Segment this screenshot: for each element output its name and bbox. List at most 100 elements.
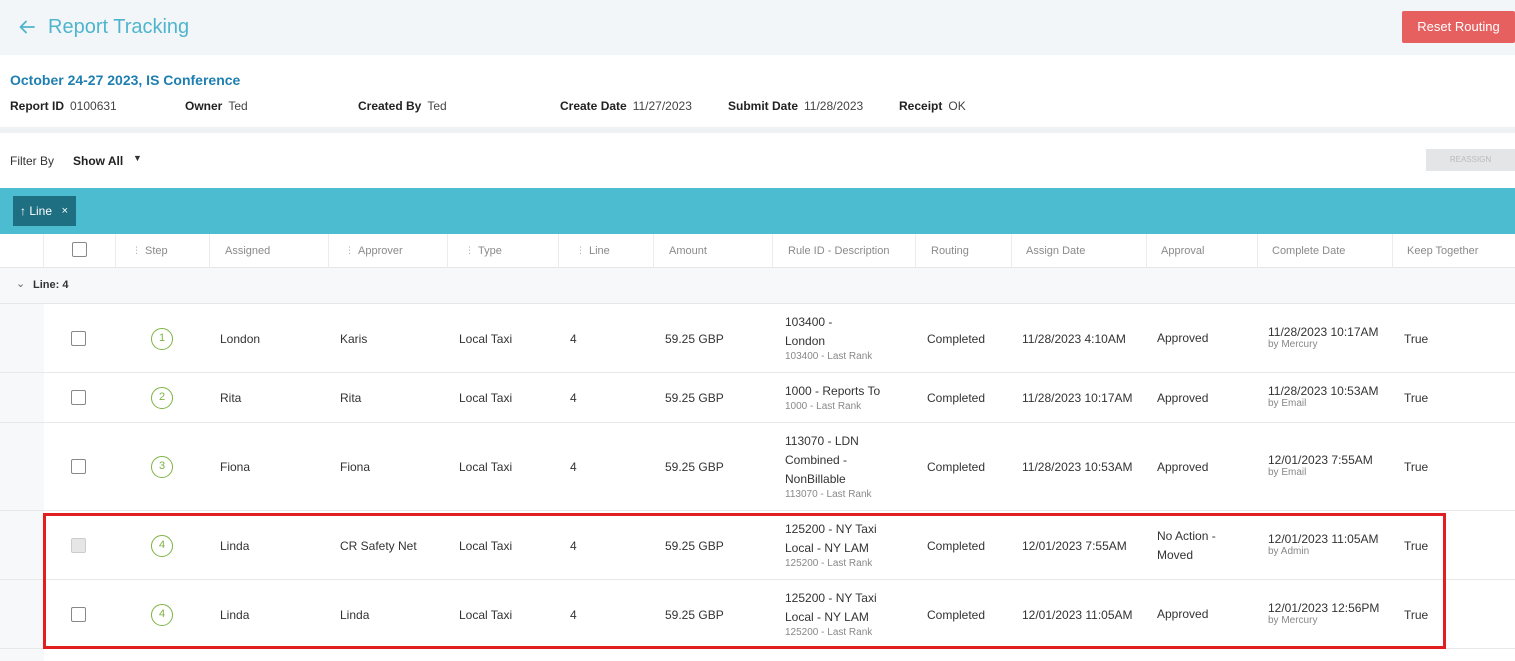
- type-cell: Local Taxi: [459, 538, 513, 553]
- rule-description: NonBillable: [785, 471, 846, 486]
- approval-text: Approved: [1157, 390, 1209, 405]
- assign-date-cell: 12/01/2023 7:55AM: [1022, 538, 1127, 553]
- approver-cell: Karis: [340, 331, 368, 346]
- complete-date: 11/28/2023 10:53AM: [1268, 384, 1379, 398]
- complete-by: by Admin: [1268, 545, 1310, 557]
- table-row[interactable]: 4 Linda Linda Local Taxi 4 59.25 GBP Completed…: [0, 580, 1515, 649]
- complete-by: by Mercury: [1268, 338, 1318, 350]
- top-bar: Report Tracking Reset Routing: [0, 0, 1515, 55]
- amount-cell: 59.25 GBP: [665, 538, 724, 553]
- line-cell: 4: [570, 331, 577, 346]
- approval-text: No Action -: [1157, 528, 1216, 543]
- column-approver[interactable]: Approver: [358, 245, 403, 257]
- complete-by: by Email: [1268, 467, 1307, 478]
- column-line[interactable]: Line: [589, 245, 610, 257]
- keep-together-cell: True: [1404, 460, 1429, 474]
- column-approval[interactable]: Approval: [1161, 245, 1205, 257]
- rule-description: Local - NY LAM: [785, 540, 869, 555]
- table-row[interactable]: 1 London Karis Local Taxi 4 59.25 GBP Complete…: [0, 304, 1515, 373]
- rule-description: London: [785, 333, 826, 348]
- column-keep-together[interactable]: Keep Together: [1407, 245, 1479, 257]
- rule-sub: 1000 - Last Rank: [785, 400, 862, 412]
- complete-date: 12/01/2023 12:56PM: [1268, 600, 1380, 615]
- table-header: ⋮ Step Assigned ⋮ Approver ⋮ Type ⋮ Line…: [0, 234, 1515, 268]
- approval-text: Moved: [1157, 547, 1194, 562]
- column-menu-icon[interactable]: ⋮: [465, 245, 474, 255]
- complete-date-cell: 11/28/2023 10:53AM by Email: [1268, 384, 1379, 409]
- column-rule-id[interactable]: Rule ID - Description: [788, 245, 890, 257]
- rule-description: 1000 - Reports To: [785, 383, 881, 398]
- type-cell: Local Taxi: [459, 391, 513, 405]
- rule-sub: 125200 - Last Rank: [785, 557, 873, 569]
- step-badge: 3: [151, 456, 173, 478]
- rule-sub: 125200 - Last Rank: [785, 626, 873, 638]
- rule-id-cell: 113070 - LDN Combined - NonBillable 113070 …: [785, 432, 872, 500]
- assigned-cell: Linda: [220, 607, 250, 622]
- assign-date-cell: 12/01/2023 11:05AM: [1022, 607, 1133, 622]
- routing-cell: Completed: [927, 460, 986, 474]
- row-gutter: [0, 304, 44, 661]
- rule-id-cell: 1000 - Reports To 1000 - Last Rank: [785, 382, 880, 412]
- approval-cell: Approved: [1157, 329, 1208, 348]
- filter-label: Filter By: [10, 154, 55, 168]
- line-cell: 4: [570, 607, 577, 622]
- row-checkbox[interactable]: [71, 459, 86, 474]
- row-checkbox[interactable]: [71, 606, 86, 622]
- row-checkbox[interactable]: [71, 330, 86, 346]
- column-step[interactable]: Step: [145, 245, 168, 257]
- group-chip-line[interactable]: ↑ Line ×: [13, 196, 76, 226]
- column-menu-icon[interactable]: ⋮: [345, 245, 354, 255]
- keep-together-cell: True: [1404, 391, 1429, 405]
- arrow-left-icon[interactable]: [17, 17, 37, 37]
- amount-cell: 59.25 GBP: [665, 460, 724, 474]
- complete-date: 12/01/2023 11:05AM: [1268, 531, 1379, 546]
- select-all-checkbox[interactable]: [72, 242, 87, 257]
- assigned-cell: Linda: [220, 538, 250, 553]
- column-routing[interactable]: Routing: [931, 245, 969, 257]
- approver-cell: Linda: [340, 607, 370, 622]
- column-menu-icon[interactable]: ⋮: [132, 245, 141, 255]
- line-cell: 4: [570, 460, 577, 474]
- assigned-cell: London: [220, 331, 261, 346]
- table-row[interactable]: 4 Linda CR Safety Net Local Taxi 4 59.25 GBP C…: [0, 511, 1515, 580]
- filter-dropdown[interactable]: Show All: [73, 154, 124, 168]
- approval-cell: No Action - Moved: [1157, 527, 1216, 565]
- reassign-button[interactable]: REASSIGN: [1426, 149, 1515, 171]
- rule-description: 113070 - LDN: [785, 433, 859, 448]
- approval-text: Approved: [1157, 607, 1209, 621]
- table-row[interactable]: 2 Rita Rita Local Taxi 4 59.25 GBP Completed 11…: [0, 373, 1515, 423]
- group-row[interactable]: ⌄ Line: 4: [0, 268, 1515, 304]
- column-type[interactable]: Type: [478, 245, 502, 257]
- rule-description: 103400 -: [785, 314, 833, 329]
- column-assigned[interactable]: Assigned: [225, 245, 271, 257]
- column-assign-date[interactable]: Assign Date: [1026, 245, 1086, 257]
- approver-cell: Fiona: [340, 460, 371, 474]
- column-menu-icon[interactable]: ⋮: [576, 245, 585, 255]
- complete-date: 12/01/2023 7:55AM: [1268, 453, 1373, 467]
- rule-description: Local - NY LAM: [785, 609, 869, 624]
- chevron-down-icon[interactable]: ⌄: [16, 278, 26, 290]
- rule-sub: 103400 - Last Rank: [785, 350, 873, 362]
- line-cell: 4: [570, 538, 577, 553]
- page-title: Report Tracking: [48, 16, 190, 38]
- reset-routing-button[interactable]: Reset Routing: [1402, 11, 1515, 43]
- group-chip-label: ↑ Line: [20, 204, 53, 218]
- complete-date: 11/28/2023 10:17AM: [1268, 324, 1379, 339]
- close-icon[interactable]: ×: [61, 205, 68, 217]
- column-amount[interactable]: Amount: [669, 245, 707, 257]
- routing-cell: Completed: [927, 391, 986, 405]
- table-row[interactable]: 3 Fiona Fiona Local Taxi 4 59.25 GBP Completed…: [0, 423, 1515, 511]
- group-by-bar: [0, 188, 1515, 234]
- column-complete-date[interactable]: Complete Date: [1272, 245, 1346, 257]
- assign-date-cell: 11/28/2023 10:53AM: [1022, 460, 1133, 474]
- section-divider: [0, 127, 1515, 133]
- routing-cell: Completed: [927, 538, 986, 553]
- approval-cell: Approved: [1157, 458, 1208, 477]
- caret-down-icon[interactable]: ▼: [133, 153, 142, 163]
- row-checkbox[interactable]: [71, 390, 86, 405]
- report-name: October 24-27 2023, IS Conference: [10, 72, 241, 88]
- step-badge: 1: [151, 327, 173, 350]
- report-id-field: Report ID 0100631: [10, 99, 117, 113]
- assigned-cell: Rita: [220, 391, 242, 405]
- amount-cell: 59.25 GBP: [665, 607, 724, 622]
